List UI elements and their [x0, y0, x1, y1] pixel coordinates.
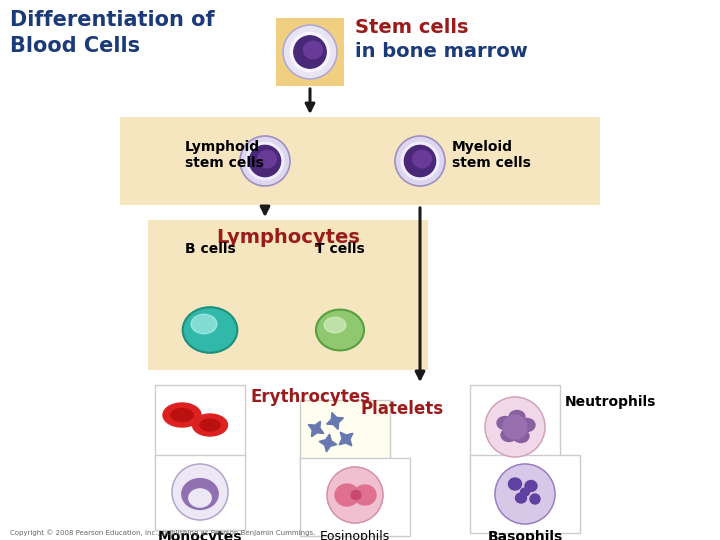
Ellipse shape	[294, 36, 326, 68]
Ellipse shape	[509, 410, 525, 423]
Bar	[155, 455, 245, 530]
Ellipse shape	[485, 397, 545, 457]
Ellipse shape	[351, 490, 361, 500]
Ellipse shape	[240, 136, 290, 186]
Ellipse shape	[497, 416, 513, 429]
Ellipse shape	[200, 419, 220, 431]
Ellipse shape	[413, 150, 431, 168]
Bar	[120, 117, 600, 205]
Text: Lymphoid
stem cells: Lymphoid stem cells	[185, 140, 264, 170]
Polygon shape	[327, 413, 343, 429]
Ellipse shape	[395, 136, 445, 186]
Ellipse shape	[290, 32, 330, 72]
Ellipse shape	[183, 307, 238, 353]
Ellipse shape	[405, 145, 436, 177]
Ellipse shape	[283, 25, 337, 79]
Text: Copyright © 2008 Pearson Education, Inc., publishing as Pearson Benjamin Cumming: Copyright © 2008 Pearson Education, Inc.…	[10, 529, 315, 536]
Polygon shape	[308, 421, 324, 437]
Ellipse shape	[335, 484, 359, 506]
Ellipse shape	[192, 414, 228, 436]
Ellipse shape	[503, 415, 527, 439]
Ellipse shape	[246, 142, 284, 180]
Text: T cells: T cells	[315, 242, 365, 256]
Text: Platelets: Platelets	[360, 400, 443, 418]
Bar	[148, 220, 428, 370]
Text: Blood Cells: Blood Cells	[10, 36, 140, 56]
Text: Eosinophils: Eosinophils	[320, 530, 390, 540]
Ellipse shape	[172, 464, 228, 520]
Text: in bone marrow: in bone marrow	[355, 42, 528, 61]
Ellipse shape	[304, 41, 323, 59]
Bar	[470, 385, 560, 470]
Ellipse shape	[354, 485, 376, 505]
Ellipse shape	[249, 145, 281, 177]
Text: Basophils: Basophils	[487, 530, 562, 540]
Polygon shape	[319, 434, 337, 452]
Text: Lymphocytes: Lymphocytes	[216, 228, 360, 247]
Polygon shape	[339, 432, 353, 446]
Bar	[155, 385, 245, 460]
Ellipse shape	[316, 309, 364, 350]
Bar	[300, 458, 410, 536]
Ellipse shape	[189, 489, 211, 507]
Text: Monocytes: Monocytes	[158, 530, 242, 540]
Text: Erythrocytes: Erythrocytes	[250, 388, 370, 406]
Ellipse shape	[521, 488, 529, 496]
Ellipse shape	[163, 403, 201, 427]
Ellipse shape	[401, 142, 438, 180]
Ellipse shape	[513, 429, 529, 442]
Text: Neutrophils: Neutrophils	[565, 395, 657, 409]
Bar	[470, 455, 580, 533]
Text: Myeloid
stem cells: Myeloid stem cells	[452, 140, 531, 170]
Ellipse shape	[181, 478, 218, 509]
Bar	[276, 18, 344, 86]
Ellipse shape	[324, 317, 346, 333]
Ellipse shape	[516, 493, 526, 503]
Text: Differentiation of: Differentiation of	[10, 10, 215, 30]
Text: Stem cells: Stem cells	[355, 18, 469, 37]
Text: B cells: B cells	[184, 242, 235, 256]
Ellipse shape	[495, 464, 555, 524]
Ellipse shape	[508, 478, 521, 490]
Ellipse shape	[519, 418, 535, 431]
Ellipse shape	[525, 481, 537, 491]
Bar	[300, 400, 390, 475]
Ellipse shape	[501, 429, 517, 442]
Ellipse shape	[191, 314, 217, 334]
Ellipse shape	[258, 150, 276, 168]
Ellipse shape	[171, 408, 193, 422]
Ellipse shape	[530, 494, 540, 504]
Ellipse shape	[327, 467, 383, 523]
